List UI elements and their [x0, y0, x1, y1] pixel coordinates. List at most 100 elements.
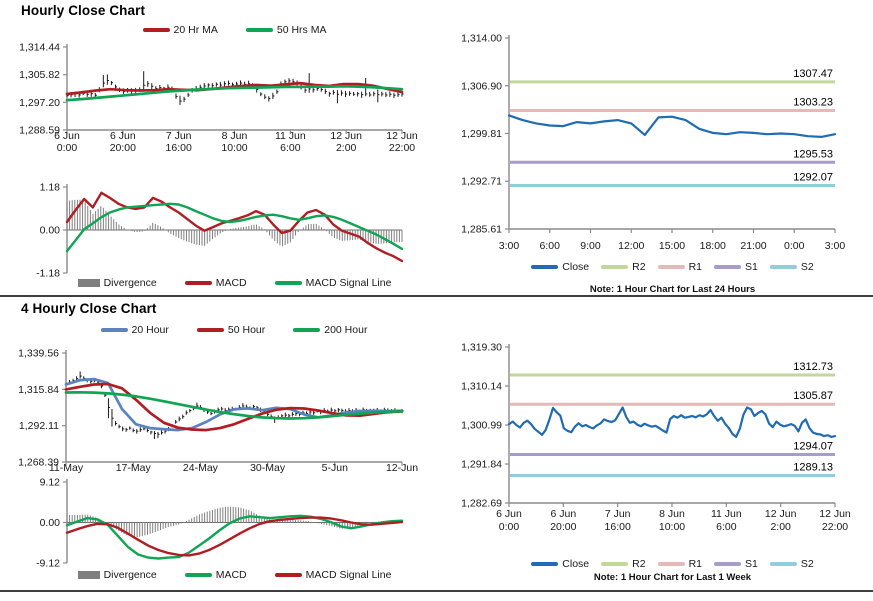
legend-label: MACD [215, 277, 247, 289]
four-hourly-section-title: 4 Hourly Close Chart [21, 301, 157, 316]
legend-hourly-ma: 20 Hr MA 50 Hrs MA [67, 24, 402, 36]
x-tick-label: 0:00 [499, 521, 520, 533]
x-tick-label: 15:00 [659, 240, 685, 252]
legend-item: Close [531, 558, 589, 570]
x-tick-label: 10:00 [221, 142, 247, 154]
pivot-label-r2: 1307.47 [793, 68, 833, 80]
x-tick-label: 6:00 [540, 240, 561, 252]
legend-swatch [184, 281, 212, 285]
x-tick-label: 6:00 [280, 142, 301, 154]
y-axis: 1.18 0.00 -1.18 [36, 182, 68, 280]
y-tick-label: 1,306.90 [461, 80, 502, 92]
series-macd [65, 514, 404, 560]
y-tick-label: 1,300.99 [461, 420, 502, 432]
y-axis: 1,319.30 1,310.14 1,300.99 1,291.84 1,282.69 [461, 342, 510, 510]
x-tick-label: 6:00 [716, 521, 737, 533]
x-tick-label: 11 Jun [275, 130, 306, 142]
pivot-label-s1: 1295.53 [793, 148, 833, 160]
legend-item: 20 Hr MA [142, 24, 218, 36]
weekly-pivot-chart: 1,319.30 1,310.14 1,300.99 1,291.84 1,282.69… [461, 342, 851, 534]
x-tick-label: 10:00 [659, 521, 685, 533]
y-tick-label: 1,314.00 [461, 33, 502, 45]
legend-swatch [77, 279, 100, 287]
y-tick-label: 1,315.84 [18, 384, 59, 396]
legend-item: R1 [657, 261, 703, 273]
y-tick-label: 1,292.11 [19, 420, 59, 432]
legend-swatch [714, 562, 742, 566]
series-20-hr-ma [65, 81, 404, 96]
legend-swatch [657, 265, 685, 269]
legend-label: 50 Hrs MA [276, 24, 327, 36]
legend-swatch [601, 562, 629, 566]
y-tick-label: 1,268.39 [18, 457, 59, 469]
y-tick-label: 1,297.20 [19, 97, 60, 109]
legend-label: S2 [800, 558, 814, 570]
legend-label: R1 [688, 261, 703, 273]
legend-label: 20 Hour [131, 324, 169, 336]
series-macd-signal-line [65, 202, 404, 253]
x-tick-label: 16:00 [605, 521, 631, 533]
y-tick-label: 1,339.56 [18, 348, 59, 360]
legend-four-hourly-macd: Divergence MACD MACD Signal Line [67, 569, 402, 581]
legend-swatch [714, 265, 742, 269]
legend-swatch [601, 265, 629, 269]
x-tick-label: 7 Jun [605, 508, 631, 520]
series-close [507, 114, 837, 138]
hourly-price-chart: 1,314.441,305.821,297.201,288.596 Jun0:0… [19, 42, 418, 155]
legend-swatch [274, 281, 302, 285]
x-axis: 3:00 6:00 9:00 12:00 15:00 18:00 21:00 0:00 3:00 [499, 228, 845, 252]
x-tick-label: 30-May [250, 462, 286, 474]
legend-item: S1 [714, 558, 758, 570]
y-tick-label: -1.18 [36, 268, 60, 280]
legend-swatch [100, 328, 128, 332]
candles [66, 71, 404, 105]
x-tick-label: 6 Jun [550, 508, 576, 520]
legend-label: R2 [632, 261, 646, 273]
legend-four-hourly-ma: 20 Hour 50 Hour 200 Hour [66, 324, 402, 336]
x-tick-label: 12 Jun [765, 508, 797, 520]
series-macd-signal-line [65, 516, 404, 557]
x-tick-label: 6 Jun [110, 130, 136, 142]
y-tick-label: 1.18 [40, 182, 61, 194]
x-tick-label: 11 Jun [711, 508, 742, 520]
y-tick-label: 1,310.14 [461, 381, 502, 393]
section-divider [0, 295, 873, 297]
y-tick-label: 1,285.61 [461, 224, 502, 236]
y-axis: 1,314.44 1,305.82 1,297.20 1,288.59 [19, 42, 68, 137]
x-tick-label: 5-Jun [322, 462, 348, 474]
y-tick-label: 1,319.30 [461, 342, 502, 354]
legend-item: R2 [601, 558, 646, 570]
x-tick-label: 2:00 [336, 142, 357, 154]
x-tick-label: 21:00 [740, 240, 766, 252]
legend-item: 20 Hour [100, 324, 169, 336]
x-tick-label: 12 Jun [330, 130, 362, 142]
legend-item: R2 [601, 261, 646, 273]
hourly-macd-chart: 1.18 0.00 -1.18 [36, 182, 404, 280]
legend-item: MACD Signal Line [274, 277, 391, 289]
legend-item: R1 [657, 558, 703, 570]
x-tick-label: 8 Jun [659, 508, 685, 520]
series-200-hour [64, 390, 404, 420]
legend-label: Divergence [103, 277, 157, 289]
legend-item: S1 [714, 261, 758, 273]
legend-label: R1 [688, 558, 703, 570]
legend-swatch [657, 562, 685, 566]
y-tick-label: 0.00 [40, 225, 61, 237]
y-tick-label: 1,288.59 [19, 125, 60, 137]
x-tick-label: 24-May [183, 462, 219, 474]
legend-swatch [769, 265, 797, 269]
legend-item: 200 Hour [293, 324, 367, 336]
legend-swatch [293, 328, 321, 332]
legend-item: 50 Hrs MA [245, 24, 327, 36]
y-tick-label: 1,282.69 [461, 498, 502, 510]
x-tick-label: 7 Jun [166, 130, 192, 142]
legend-swatch [274, 573, 302, 577]
x-tick-label: 12 Jun [386, 130, 418, 142]
legend-label: R2 [632, 558, 646, 570]
legend-swatch [531, 562, 559, 566]
x-tick-label: 6 Jun [496, 508, 522, 520]
legend-label: 50 Hour [227, 324, 266, 336]
note-weekly-pivot: Note: 1 Hour Chart for Last 1 Week [593, 572, 752, 583]
